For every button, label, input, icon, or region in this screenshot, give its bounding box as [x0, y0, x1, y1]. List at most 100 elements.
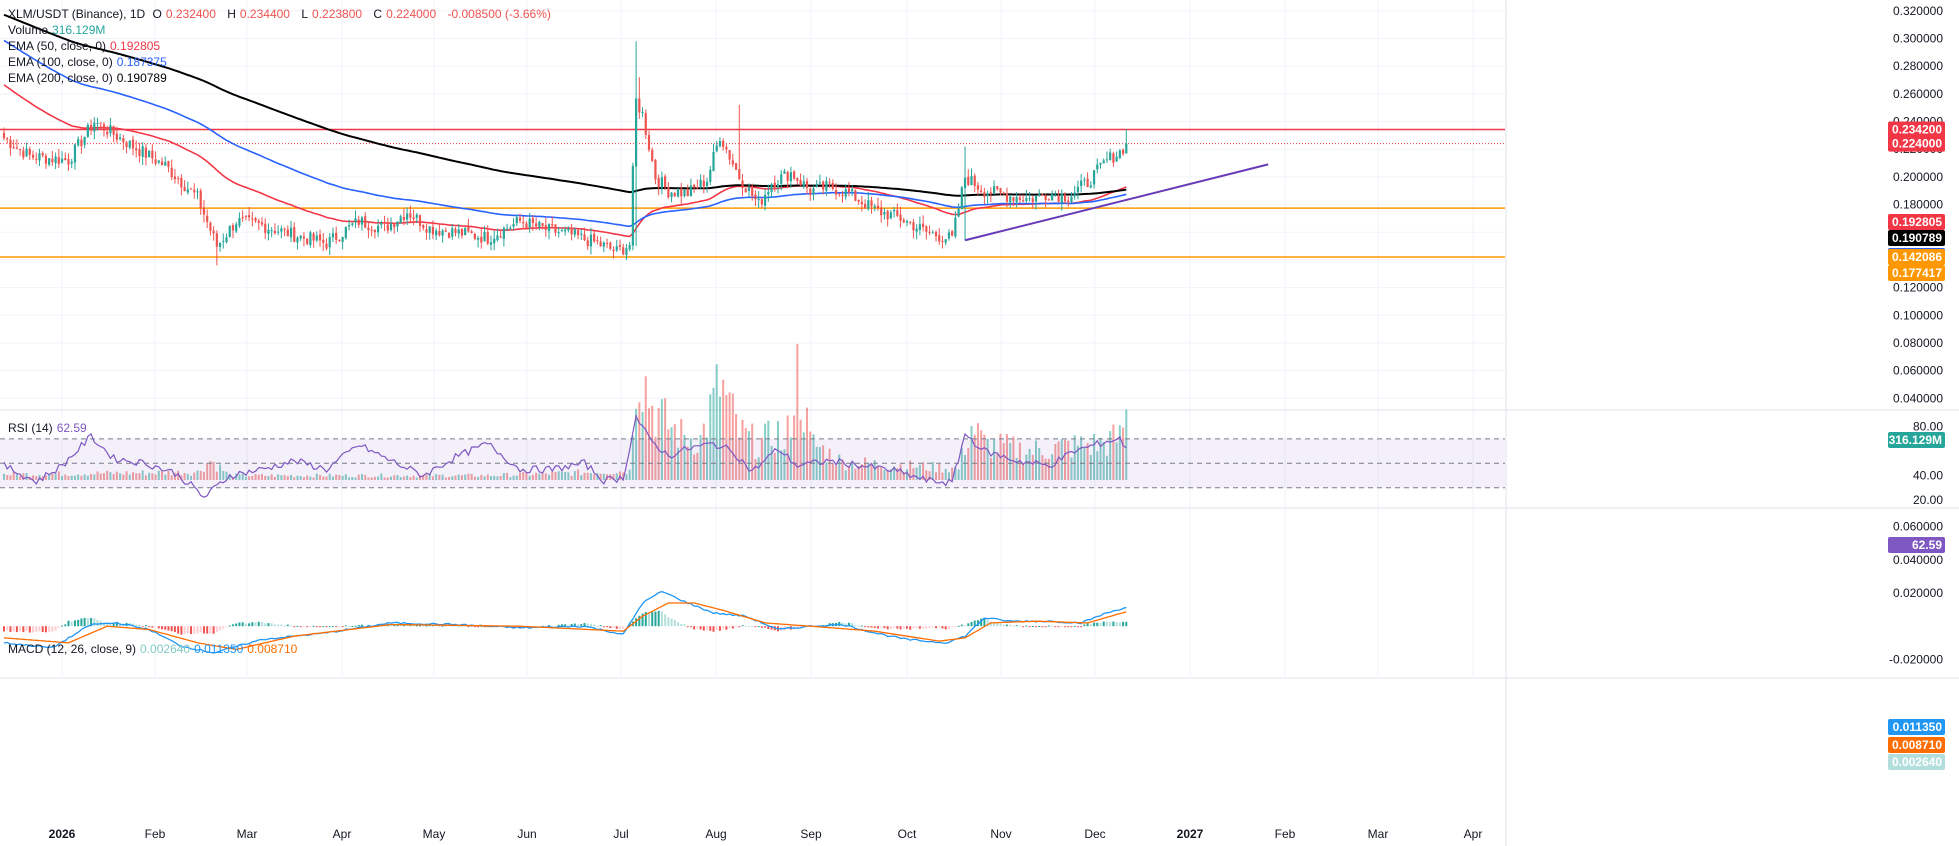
macd-histogram-bar: [957, 625, 960, 627]
macd-histogram-bar: [177, 626, 180, 634]
volume-bar: [77, 474, 80, 480]
volume-bar: [973, 434, 976, 480]
volume-bar: [180, 475, 183, 480]
volume-bar: [464, 474, 467, 480]
candle-body: [1009, 196, 1012, 203]
candle-body: [693, 184, 696, 188]
candle-body: [441, 230, 444, 236]
volume-bar: [706, 437, 709, 480]
candle-body: [522, 221, 525, 224]
candle-body: [383, 222, 386, 224]
macd-histogram-bar: [293, 626, 296, 628]
volume-bar: [651, 405, 654, 480]
volume-bar: [573, 470, 576, 480]
candle-body: [264, 223, 267, 233]
volume-bar: [580, 475, 583, 480]
macd-histogram-bar: [135, 624, 138, 627]
candle-body: [6, 138, 9, 140]
volume-bar: [512, 475, 515, 480]
macd-histogram-bar: [1112, 621, 1115, 627]
ema100-legend[interactable]: EMA (100, close, 0) 0.187375: [8, 54, 555, 70]
ema200-legend[interactable]: EMA (200, close, 0) 0.190789: [8, 70, 555, 86]
price-tags: 0.2342000.2240000.1928050.1907890.187375…: [1888, 121, 1945, 770]
time-axis-label: Feb: [145, 827, 166, 841]
candle-body: [912, 222, 915, 231]
rsi-legend[interactable]: RSI (14) 62.59: [8, 421, 91, 435]
macd-histogram-bar: [841, 622, 844, 627]
candle-body: [402, 217, 405, 220]
candle-body: [228, 226, 231, 237]
volume-bar: [709, 394, 712, 480]
candle-body: [686, 189, 689, 197]
volume-bar: [1112, 424, 1115, 480]
candle-body: [447, 232, 451, 238]
volume-bar: [435, 473, 438, 480]
symbol-title[interactable]: XLM/USDT (Binance), 1D: [8, 7, 146, 21]
macd-histogram-bar: [657, 610, 660, 627]
macd-histogram-bar: [967, 623, 970, 627]
macd-histogram-bar: [12, 626, 15, 632]
ema50-legend[interactable]: EMA (50, close, 0) 0.192805: [8, 38, 555, 54]
volume-bar: [728, 392, 731, 480]
macd-histogram-bar: [51, 626, 54, 632]
volume-bar: [1044, 458, 1047, 480]
macd-histogram-bar: [915, 626, 918, 629]
macd-histogram-bar: [570, 623, 573, 627]
volume-bar: [251, 475, 254, 480]
candle-body: [1102, 160, 1105, 164]
candle-body: [338, 239, 341, 242]
volume-bar: [793, 415, 796, 480]
macd-legend[interactable]: MACD (12, 26, close, 9) 0.002640 0.011350 0…: [8, 642, 301, 656]
ema200-line: [3, 13, 1127, 197]
volume-legend[interactable]: Volume 316.129M: [8, 22, 555, 38]
candle-body: [331, 233, 335, 238]
candle-body: [489, 242, 493, 245]
macd-histogram-bar: [1118, 622, 1121, 627]
macd-histogram-bar: [1044, 626, 1047, 628]
volume-bar: [689, 438, 692, 480]
candle-body: [2, 132, 6, 139]
volume-bar: [370, 477, 373, 480]
candle-body: [547, 223, 551, 232]
macd-histogram-bar: [860, 625, 863, 627]
change-value: -0.008500 (-3.66%): [447, 7, 551, 21]
candle-body: [1041, 194, 1044, 196]
candle-body: [357, 219, 360, 225]
macd-histogram-bar: [999, 623, 1002, 627]
candle-body: [764, 194, 767, 206]
macd-histogram-bar: [28, 626, 31, 633]
candle-body: [499, 236, 502, 238]
volume-bar: [12, 472, 15, 480]
candle-body: [822, 181, 825, 190]
candle-body: [51, 158, 54, 163]
trendline[interactable]: [964, 163, 1269, 242]
candle-body: [480, 236, 483, 243]
volume-bar: [151, 473, 154, 480]
candle-body: [860, 201, 863, 205]
volume-bar: [1096, 451, 1099, 480]
macd-histogram-bar: [1122, 621, 1125, 627]
volume-bar: [122, 474, 125, 480]
candle-body: [1083, 179, 1086, 181]
volume-bar: [306, 475, 309, 480]
volume-bar: [770, 445, 773, 480]
candle-body: [486, 231, 489, 244]
ascending-trendline: [964, 163, 1269, 242]
macd-histogram-bar: [206, 626, 209, 634]
macd-histogram-bar: [670, 618, 673, 627]
candle-body: [725, 146, 728, 150]
macd-histogram-bar: [309, 626, 312, 628]
horizontal-levels[interactable]: [0, 128, 1505, 258]
candle-body: [470, 231, 473, 234]
volume-bar: [483, 476, 486, 480]
candle-body: [25, 148, 28, 157]
macd-histogram-bar: [290, 625, 293, 627]
macd-histogram-bar: [154, 626, 157, 628]
candle-body: [580, 233, 583, 235]
volume-bar: [438, 474, 441, 480]
macd-histogram-bar: [699, 626, 702, 630]
macd-histogram-bar: [1064, 626, 1067, 628]
ema200-label: EMA (200, close, 0): [8, 71, 113, 85]
macd-histogram-bar: [606, 626, 609, 628]
